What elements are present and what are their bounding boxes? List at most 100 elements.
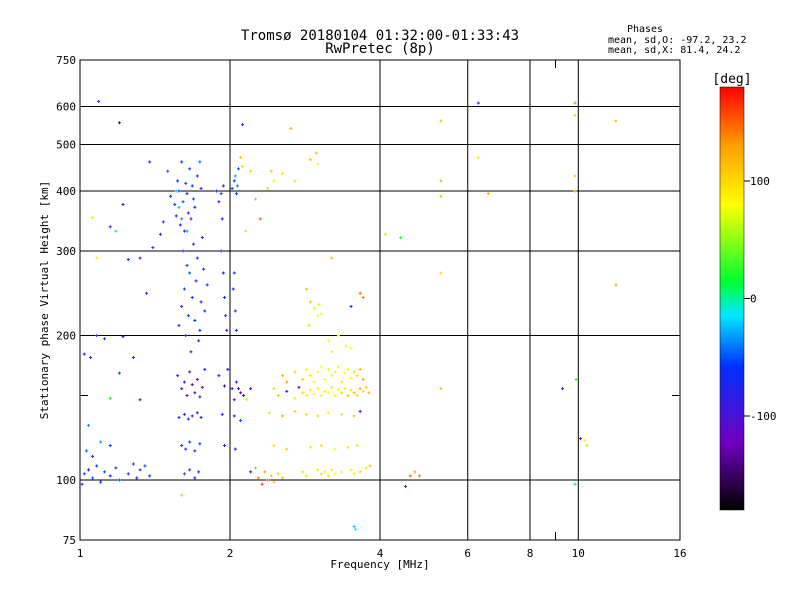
data-point [314, 151, 318, 155]
data-point [439, 194, 443, 198]
data-point [95, 464, 99, 468]
data-point [352, 391, 356, 395]
x-tick-label: 6 [464, 547, 471, 560]
data-point [439, 387, 443, 391]
data-point [417, 474, 421, 478]
data-point [221, 271, 225, 275]
data-point [198, 160, 202, 164]
data-point [233, 447, 237, 451]
y-tick-label: 400 [56, 185, 76, 198]
data-point [190, 184, 194, 188]
data-point [182, 380, 186, 384]
data-point [358, 387, 362, 391]
data-point [103, 337, 107, 341]
data-point [151, 246, 155, 250]
data-point [232, 414, 236, 418]
grid [80, 60, 680, 540]
data-point [319, 365, 323, 369]
data-point [476, 101, 480, 105]
data-point [258, 217, 262, 221]
data-point [188, 271, 192, 275]
data-point [486, 192, 490, 196]
data-point [614, 119, 618, 123]
data-point [319, 312, 323, 316]
data-point [352, 525, 356, 529]
data-point [368, 464, 372, 468]
data-point [336, 388, 340, 392]
data-point [330, 385, 334, 389]
data-point [239, 419, 243, 423]
x-tick-label: 8 [527, 547, 534, 560]
data-point [367, 391, 371, 395]
data-point [573, 482, 577, 486]
data-point [308, 388, 312, 392]
data-point [361, 296, 365, 300]
data-point [174, 214, 178, 218]
data-point [103, 470, 107, 474]
data-point [343, 371, 347, 375]
data-point [239, 155, 243, 159]
data-point [326, 474, 330, 478]
data-point [180, 160, 184, 164]
data-point [176, 179, 180, 183]
data-point [263, 470, 267, 474]
data-point [323, 470, 327, 474]
data-point [333, 394, 337, 398]
data-point [195, 256, 199, 260]
data-point [169, 194, 173, 198]
data-point [80, 482, 84, 486]
data-point [205, 283, 209, 287]
data-point [184, 181, 188, 185]
data-point [114, 229, 118, 233]
colorbar-label: [deg] [712, 72, 751, 87]
data-point [307, 323, 311, 327]
data-point [219, 192, 223, 196]
data-point [84, 449, 88, 453]
data-point [408, 474, 412, 478]
data-point [200, 236, 204, 240]
data-point [193, 318, 197, 322]
y-tick-label: 300 [56, 245, 76, 258]
x-tick-label: 10 [572, 547, 585, 560]
data-point [145, 291, 149, 295]
data-point [355, 374, 359, 378]
data-point [225, 328, 229, 332]
data-point [192, 197, 196, 201]
data-point [231, 287, 235, 291]
data-point [195, 377, 199, 381]
data-point [305, 412, 309, 416]
data-point [188, 167, 192, 171]
data-point [148, 474, 152, 478]
data-point [138, 256, 142, 260]
colorbar-tick-label: -100 [750, 410, 777, 423]
data-point [223, 296, 227, 300]
y-tick-label: 200 [56, 330, 76, 343]
data-point [97, 99, 101, 103]
data-point [326, 411, 330, 415]
data-point [439, 119, 443, 123]
plot-frame [79, 59, 681, 541]
data-point [319, 472, 323, 476]
y-axis-label: Stationary phase Virtual Height [km] [38, 181, 51, 419]
data-point [234, 192, 238, 196]
data-point [330, 350, 334, 354]
data-point [316, 414, 320, 418]
data-point [276, 472, 280, 476]
data-point [180, 387, 184, 391]
data-point [305, 287, 309, 291]
data-point [346, 445, 350, 449]
data-point [117, 371, 121, 375]
data-point [117, 478, 121, 482]
data-point [269, 474, 273, 478]
data-point [180, 217, 184, 221]
data-point [236, 387, 240, 391]
data-point [358, 291, 362, 295]
data-point [198, 328, 202, 332]
data-point [312, 306, 316, 310]
data-point [188, 370, 192, 374]
data-point [413, 470, 417, 474]
data-point [143, 464, 147, 468]
y-tick-labels: 75 100 200 300 400 500 600 750 [56, 54, 76, 547]
data-point [289, 126, 293, 130]
